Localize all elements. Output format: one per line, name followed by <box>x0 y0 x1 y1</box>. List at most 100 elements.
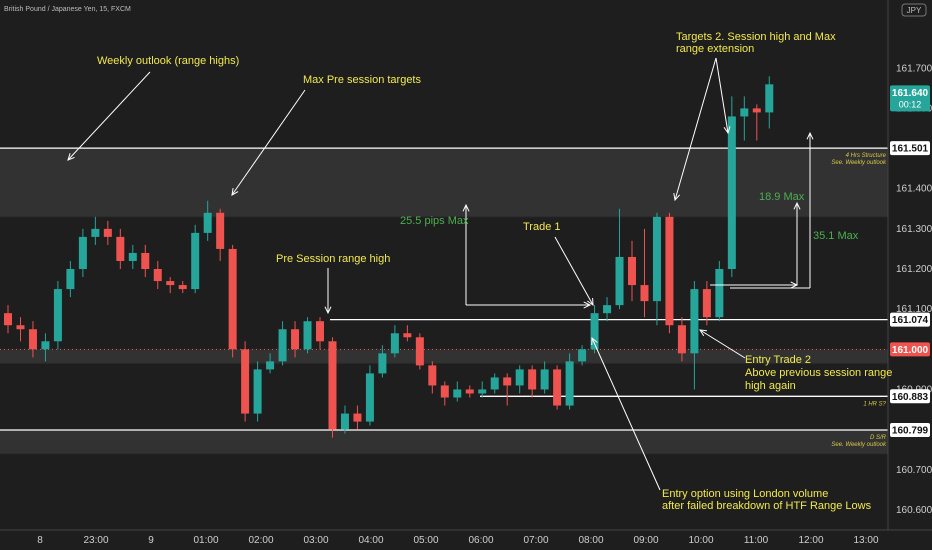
candle-body[interactable] <box>66 269 75 290</box>
candle-body[interactable] <box>440 385 449 398</box>
candle-body[interactable] <box>640 285 649 302</box>
candle-body[interactable] <box>565 361 574 406</box>
price-tick-label: 161.300 <box>896 224 932 235</box>
candle-body[interactable] <box>291 329 300 350</box>
candle-body[interactable] <box>765 84 774 113</box>
candle-body[interactable] <box>128 252 137 261</box>
candle-body[interactable] <box>116 236 125 261</box>
candle-body[interactable] <box>365 373 374 422</box>
candle-body[interactable] <box>340 413 349 430</box>
candle-body[interactable] <box>178 285 187 290</box>
candle-body[interactable] <box>528 369 537 390</box>
candle-body[interactable] <box>353 413 362 422</box>
max-pre-session-arrow <box>231 89 306 196</box>
time-tick-label: 03:00 <box>303 535 328 546</box>
candle-body[interactable] <box>415 337 424 366</box>
candle-body[interactable] <box>465 389 474 394</box>
trade1-arrow <box>554 236 594 306</box>
time-axis-ticks: 8 23:00 9 01:00 02:00 03:00 04:00 05:00 06:00 07:… <box>37 535 879 546</box>
candle-body[interactable] <box>241 349 250 414</box>
annotation-arrows <box>67 57 814 491</box>
candle-body[interactable] <box>603 305 612 314</box>
candle-body[interactable] <box>328 341 337 430</box>
annotation-max-35: 35.1 Max <box>813 230 859 242</box>
time-tick-label: 8 <box>37 535 43 546</box>
candle-body[interactable] <box>490 377 499 390</box>
candle-body[interactable] <box>278 329 287 362</box>
zone-1 <box>0 349 888 364</box>
price-tick-label: 161.700 <box>896 63 932 74</box>
candle-body[interactable] <box>378 353 387 374</box>
candle-body[interactable] <box>166 281 175 286</box>
candle-body[interactable] <box>403 333 412 338</box>
candle-body[interactable] <box>266 361 275 370</box>
candle-body[interactable] <box>540 369 549 390</box>
candle-body[interactable] <box>503 377 512 386</box>
pips25-head <box>583 301 592 309</box>
candle-body[interactable] <box>428 365 437 386</box>
price-tick-label: 161.100 <box>896 304 932 315</box>
candle-body[interactable] <box>628 256 636 286</box>
trade1-arrow-head <box>586 297 594 307</box>
candle-body[interactable] <box>303 321 312 350</box>
price-badge-label: 161.640 <box>892 88 929 99</box>
price-tick-label: 161.200 <box>896 264 932 275</box>
candle-body[interactable] <box>727 116 736 270</box>
candle-body[interactable] <box>715 269 724 318</box>
price-tick-label: 161.400 <box>896 184 932 195</box>
candle-body[interactable] <box>690 289 699 354</box>
time-tick-label: 09:00 <box>633 535 658 546</box>
candle-body[interactable] <box>91 228 100 237</box>
currency-badge-box[interactable] <box>901 3 927 17</box>
candle-body[interactable] <box>4 313 12 326</box>
candle-body[interactable] <box>16 325 25 330</box>
level-label: 1 HR S? <box>863 401 886 407</box>
candle-body[interactable] <box>752 108 761 113</box>
candle-body[interactable] <box>191 232 200 290</box>
candle-body[interactable] <box>590 313 599 350</box>
candle-body[interactable] <box>41 341 50 350</box>
time-tick-label: 05:00 <box>413 535 438 546</box>
candle-body[interactable] <box>652 216 661 302</box>
candle-body[interactable] <box>228 248 237 350</box>
candle-body[interactable] <box>203 212 212 233</box>
candle-body[interactable] <box>141 252 150 270</box>
annotation-pre-session-high: Pre Session range high <box>276 253 390 265</box>
annotation-targets-1: Targets 2. Session high and Max <box>676 31 836 43</box>
candle-body[interactable] <box>615 256 624 306</box>
candle-body[interactable] <box>553 369 562 406</box>
candle-body[interactable] <box>677 325 686 354</box>
level-label: 4 Hrs Structure <box>846 153 887 159</box>
candle-body[interactable] <box>478 389 487 394</box>
candle-body[interactable] <box>390 333 399 354</box>
candle-body[interactable] <box>216 212 225 249</box>
zone-2 <box>0 430 888 454</box>
candle-body[interactable] <box>78 236 87 270</box>
candle-body[interactable] <box>253 369 262 414</box>
entry-option-arrow-head <box>591 336 598 346</box>
candle-body[interactable] <box>28 329 37 350</box>
candle-body[interactable] <box>702 289 711 318</box>
annotation-entry2-2: Above previous session range <box>745 367 892 379</box>
candle-body[interactable] <box>53 289 62 342</box>
time-tick-label: 02:00 <box>248 535 273 546</box>
weekly-outlook-arrow <box>67 71 151 161</box>
time-tick-label: 13:00 <box>853 535 878 546</box>
candle-body[interactable] <box>665 216 674 326</box>
candle-body[interactable] <box>103 228 112 237</box>
max18-up-head <box>793 201 801 210</box>
currency-badge[interactable]: JPY <box>907 6 922 15</box>
annotation-pips-25: 25.5 pips Max <box>400 215 469 227</box>
candle-body[interactable] <box>740 108 749 117</box>
entry2-arrow-head <box>699 329 708 337</box>
candle-body[interactable] <box>153 269 162 282</box>
candle-body[interactable] <box>578 349 587 362</box>
candle-body[interactable] <box>453 389 462 398</box>
time-tick-label: 9 <box>148 535 154 546</box>
annotation-entry-option-1: Entry option using London volume <box>662 488 828 500</box>
candle-body[interactable] <box>316 321 324 342</box>
candle-body[interactable] <box>515 369 524 386</box>
annotation-entry-option-2: after failed breakdown of HTF Range Lows <box>662 500 872 512</box>
